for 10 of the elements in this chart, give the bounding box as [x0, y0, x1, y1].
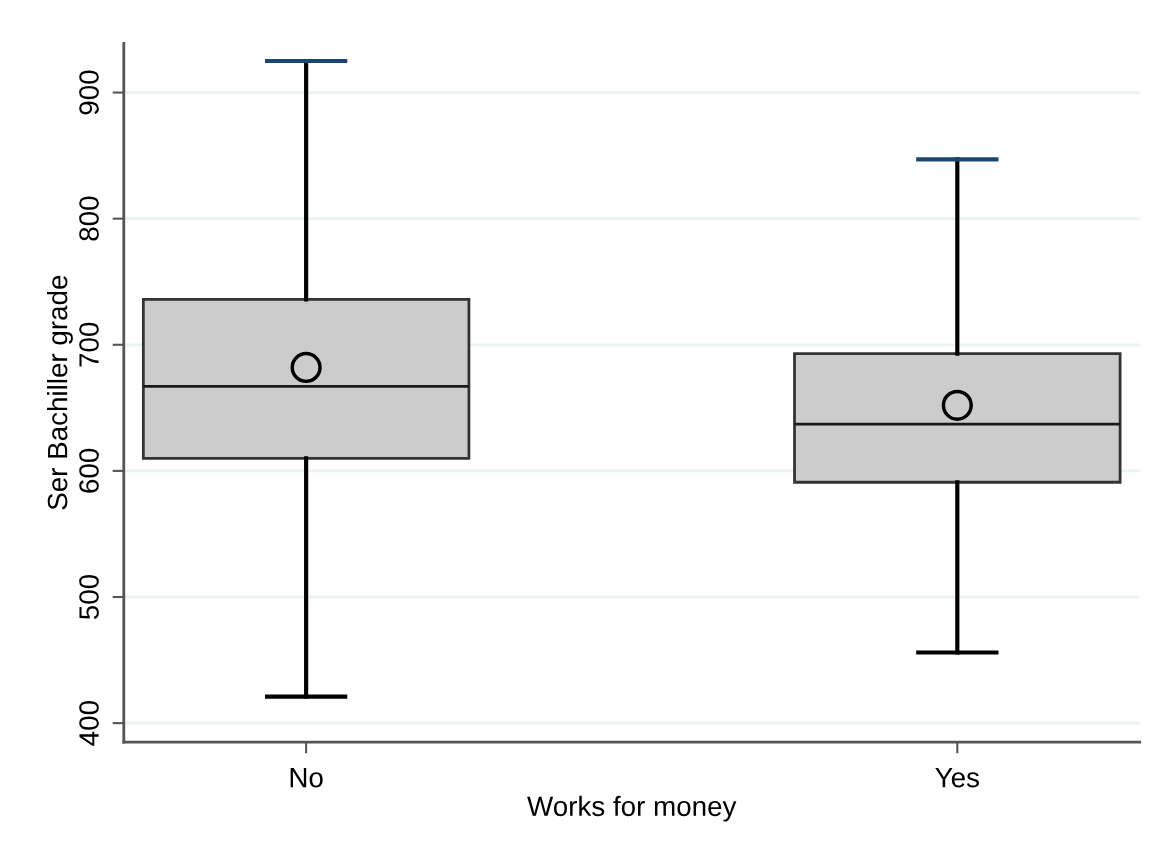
y-tick-label: 600 — [79, 448, 99, 493]
y-tick-label: 400 — [79, 701, 99, 746]
y-tick-label: 500 — [79, 574, 99, 620]
y-tick-label: 700 — [79, 322, 99, 367]
y-axis-title: Ser Bachiller grade — [47, 275, 73, 510]
x-tick-label: No — [290, 768, 323, 788]
x-tick-label: Yes — [935, 768, 979, 788]
y-tick-label: 900 — [79, 70, 99, 115]
x-axis-title: Works for money — [527, 795, 737, 822]
y-tick-label: 800 — [79, 196, 99, 241]
